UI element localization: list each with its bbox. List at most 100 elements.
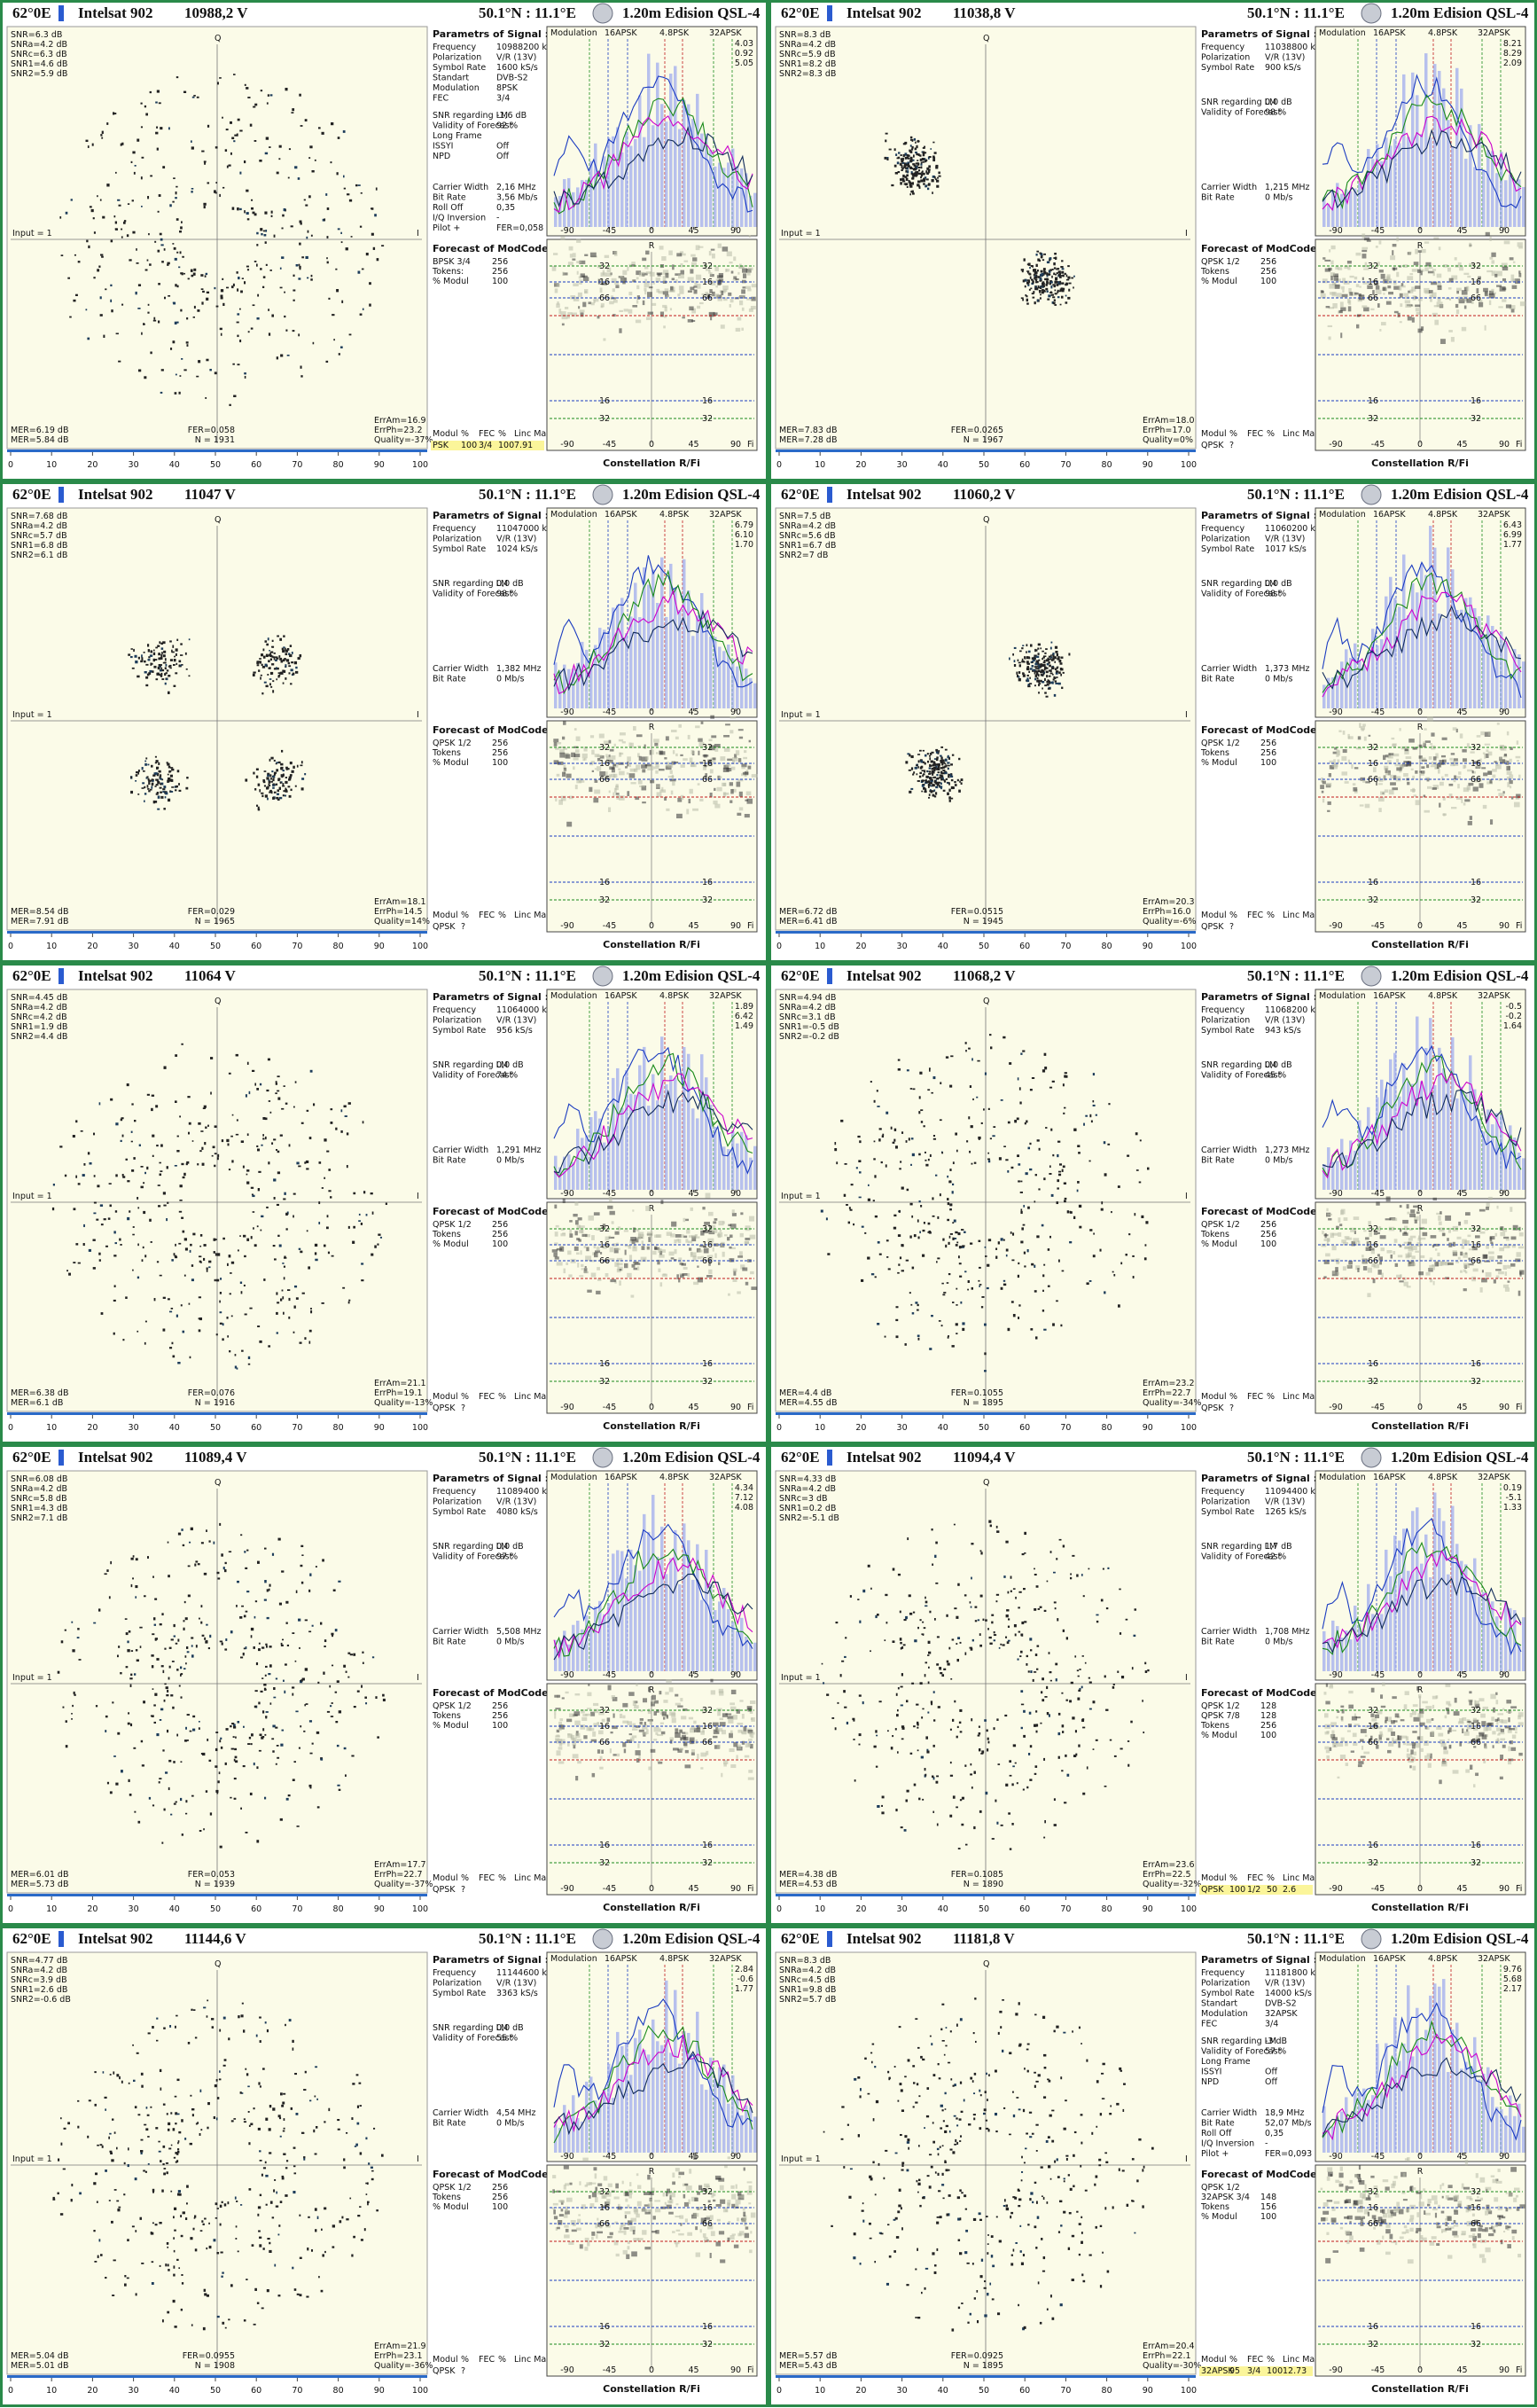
spectrum-bar xyxy=(1442,1068,1446,1190)
spectrum-bar xyxy=(1393,138,1397,227)
rfi-smudge xyxy=(745,1238,751,1240)
constellation-dot xyxy=(917,1309,919,1311)
rfi-level-label: 16 xyxy=(702,1359,713,1369)
constellation-dot xyxy=(203,205,206,209)
rfi-smudge xyxy=(1433,237,1439,239)
modul-header: % xyxy=(461,911,469,920)
constellation-dot xyxy=(904,156,907,160)
constellation-dot xyxy=(1067,265,1070,268)
rfi-smudge xyxy=(593,298,599,302)
rfi-smudge xyxy=(608,807,612,813)
constellation-dot xyxy=(284,315,286,318)
rfi-smudge xyxy=(1431,745,1436,750)
constellation-dot xyxy=(1063,1182,1067,1184)
spectrum-value: 6.43 xyxy=(1503,520,1522,530)
constellation-dot xyxy=(182,1230,185,1233)
rfi-smudge xyxy=(1377,303,1380,308)
constellation-dot xyxy=(262,781,266,784)
constellation-dot xyxy=(234,1365,238,1369)
constellation-dot xyxy=(191,96,195,98)
constellation-dot xyxy=(1042,664,1044,667)
constellation-dot xyxy=(898,152,901,154)
rfi-smudge xyxy=(624,1245,631,1247)
constellation-dot xyxy=(910,191,913,193)
rfi-smudge xyxy=(636,300,639,304)
constellation-dot xyxy=(132,231,136,234)
constellation-dot xyxy=(205,1126,207,1130)
rfi-smudge xyxy=(559,748,565,754)
rfi-smudge xyxy=(659,1251,663,1255)
constellation-dot xyxy=(939,786,943,788)
constellation-dot xyxy=(306,1168,309,1170)
spectrum-tick-label: 0 xyxy=(649,708,654,717)
rfi-smudge xyxy=(1518,246,1523,249)
constellation-dot xyxy=(192,1232,196,1236)
constellation-dot xyxy=(896,161,900,165)
constellation-dot xyxy=(1049,682,1051,684)
constellation-dot xyxy=(1049,1173,1052,1175)
constellation-dot xyxy=(288,672,291,675)
rfi-smudge xyxy=(1417,269,1421,273)
constellation-dot xyxy=(918,1111,921,1114)
rfi-smudge xyxy=(1369,1247,1375,1251)
orbit: 62°0E xyxy=(781,4,820,21)
constellation-dot xyxy=(918,172,922,175)
rfi-smudge xyxy=(1329,284,1336,289)
param-text: Frequency xyxy=(433,43,476,52)
rfi-smudge xyxy=(582,758,585,762)
constellation-dot xyxy=(96,1218,99,1221)
spectrum-bar xyxy=(1349,658,1353,708)
forecast-text: 256 xyxy=(1260,267,1276,277)
rfi-smudge xyxy=(584,1266,587,1269)
rfi-smudge xyxy=(1338,1232,1342,1237)
constellation-dot xyxy=(288,1297,291,1302)
constellation-dot xyxy=(928,781,932,785)
constellation-dot xyxy=(268,653,271,656)
rfi-smudge xyxy=(733,276,737,279)
constellation-dot xyxy=(973,1161,977,1164)
constellation-dot xyxy=(281,1107,285,1110)
spectrum-bar xyxy=(1407,137,1410,227)
rfi-smudge xyxy=(1432,787,1437,790)
rfi-smudge xyxy=(1379,329,1382,332)
rfi-smudge xyxy=(659,246,664,250)
constellation-dot xyxy=(1043,1177,1046,1181)
constellation-dot xyxy=(848,1207,851,1209)
constellation-dot xyxy=(168,798,171,802)
rfi-level-label: 32 xyxy=(702,895,713,905)
rfi-tick-label: -45 xyxy=(1371,440,1385,450)
snr-line: SNR=4.94 dB xyxy=(779,993,836,1003)
rfi-smudge xyxy=(636,270,642,276)
constellation-dot xyxy=(300,375,303,378)
forecast-text: Tokens: xyxy=(432,267,464,277)
constellation-dot xyxy=(1036,655,1040,659)
rfi-smudge xyxy=(649,749,651,755)
constellation-dot xyxy=(940,782,942,786)
constellation-dot xyxy=(915,1302,918,1304)
param-text: 98 % xyxy=(1265,590,1286,599)
constellation-dot xyxy=(942,759,945,762)
constellation-dot xyxy=(919,154,922,157)
constellation-dot xyxy=(958,789,961,793)
constellation-dot xyxy=(1005,1159,1009,1161)
constellation-dot xyxy=(969,1085,972,1088)
constellation-dot xyxy=(326,1150,330,1153)
rfi-smudge xyxy=(565,754,571,759)
constellation-dot xyxy=(288,148,292,151)
rfi-smudge xyxy=(1444,1262,1449,1266)
constellation-dot xyxy=(906,186,909,188)
constellation-dot xyxy=(1018,1180,1020,1183)
constellation-dot xyxy=(1065,301,1068,304)
constellation-dot xyxy=(292,672,295,676)
param-text: 98 % xyxy=(496,590,518,599)
constellation-dot xyxy=(106,122,109,125)
constellation-dot xyxy=(1043,289,1046,292)
rfi-smudge xyxy=(1473,778,1479,783)
params-title: Parametrs of Signal : xyxy=(433,991,549,1003)
rfi-smudge xyxy=(590,1272,597,1278)
stat-right: ErrPh=23.2 xyxy=(374,426,423,435)
constellation-dot xyxy=(1143,1257,1147,1261)
constellation-dot xyxy=(271,1142,274,1145)
rfi-smudge xyxy=(744,772,747,778)
constellation-dot xyxy=(948,1241,950,1245)
